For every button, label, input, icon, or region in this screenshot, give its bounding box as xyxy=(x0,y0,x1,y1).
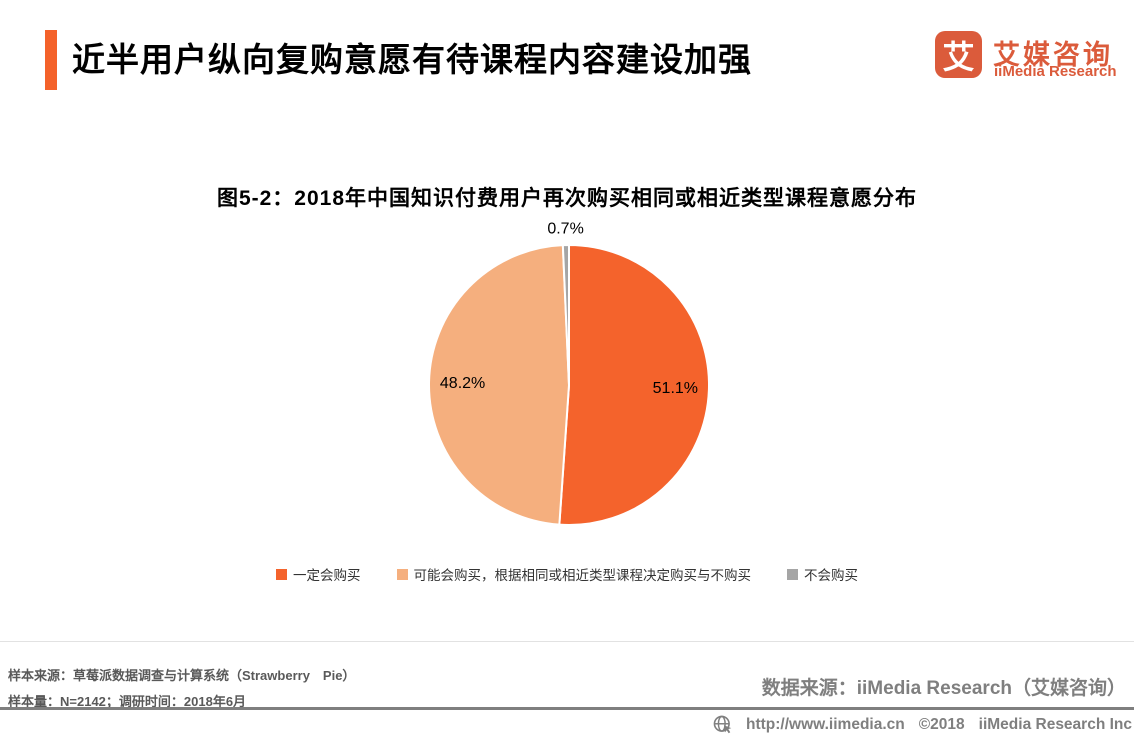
bottom-bar: http://www.iimedia.cn ©2018 iiMedia Rese… xyxy=(0,712,1134,737)
pie-slice-1 xyxy=(428,244,570,526)
legend-item-1: 可能会购买，根据相同或相近类型课程决定购买与不购买 xyxy=(396,564,752,584)
data-source-credit: 数据来源：iiMedia Research（艾媒咨询） xyxy=(761,678,1126,699)
legend-label: 一定会购买 xyxy=(293,568,361,583)
iimedia-logo-icon: 艾 xyxy=(935,31,982,78)
page-title: 近半用户纵向复购意愿有待课程内容建设加强 xyxy=(72,41,752,78)
brand-name-en: iiMedia Research xyxy=(994,63,1117,80)
website-url: http://www.iimedia.cn xyxy=(746,715,905,733)
company-name: iiMedia Research Inc xyxy=(978,715,1132,733)
pie-slice-2 xyxy=(561,244,570,386)
pie-value-label-0: 51.1% xyxy=(653,380,698,397)
sample-source-line: 样本来源：草莓派数据调查与计算系统（Strawberry Pie） xyxy=(8,668,356,683)
legend-label: 不会购买 xyxy=(804,568,858,583)
copyright-text: ©2018 xyxy=(918,715,965,733)
brand-name-cn: 艾媒咨询 xyxy=(993,40,1113,70)
sample-source-notes: 样本来源：草莓派数据调查与计算系统（Strawberry Pie） 样本量：N=… xyxy=(8,663,355,715)
legend-swatch-icon xyxy=(396,568,408,580)
footer-divider-dark xyxy=(0,707,1134,710)
pie-chart-svg: 51.1% 48.2% 0.7% xyxy=(428,221,710,526)
legend-item-2: 不会购买 xyxy=(787,564,858,584)
title-accent-bar xyxy=(45,30,57,90)
pie-chart: 51.1% 48.2% 0.7% xyxy=(409,210,729,540)
legend-item-0: 一定会购买 xyxy=(276,564,361,584)
legend-swatch-icon xyxy=(276,568,287,580)
globe-icon xyxy=(713,715,732,734)
pie-value-label-1: 48.2% xyxy=(440,375,485,392)
legend-swatch-icon xyxy=(787,568,798,580)
chart-legend: 一定会购买 可能会购买，根据相同或相近类型课程决定购买与不购买 不会购买 xyxy=(0,564,1134,584)
legend-label: 可能会购买，根据相同或相近类型课程决定购买与不购买 xyxy=(413,568,752,583)
pie-slice-0 xyxy=(558,244,710,526)
chart-title: 图5-2：2018年中国知识付费用户再次购买相同或相近类型课程意愿分布 xyxy=(216,187,918,210)
sample-size-line: 样本量：N=2142；调研时间：2018年6月 xyxy=(8,694,247,709)
footer-divider-light xyxy=(0,641,1134,642)
pie-value-label-2: 0.7% xyxy=(547,221,583,238)
